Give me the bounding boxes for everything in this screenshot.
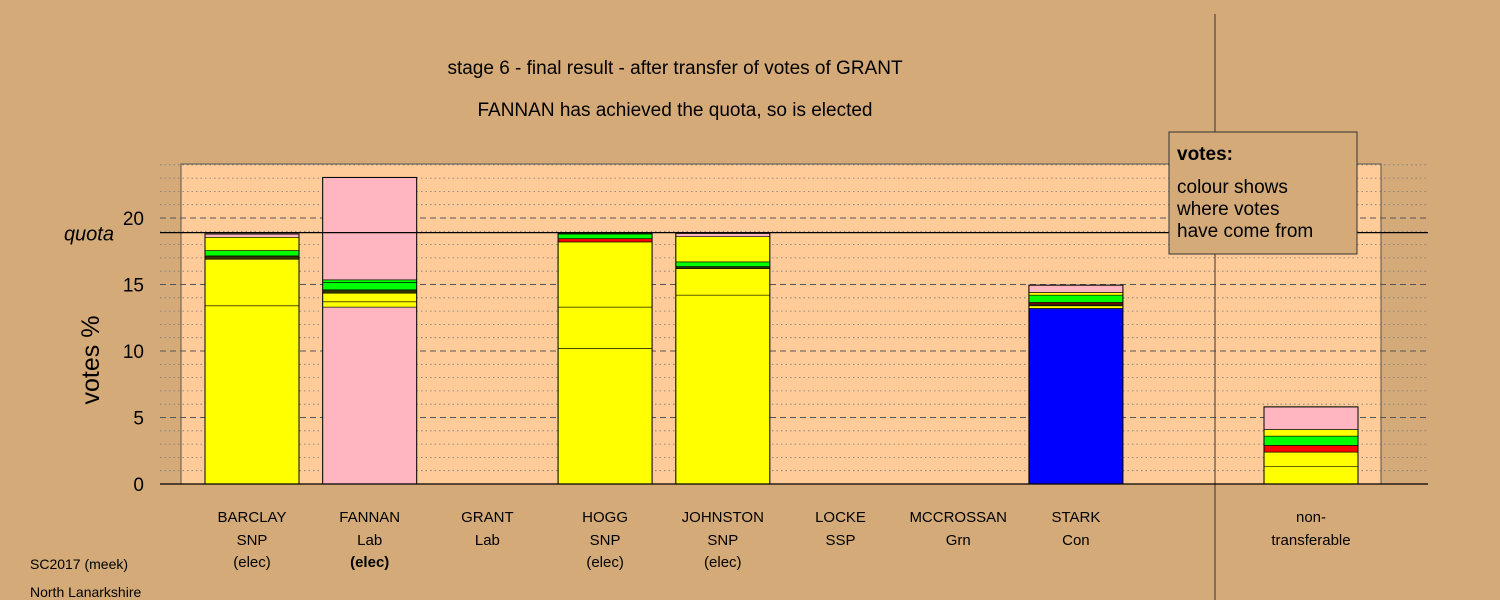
nontransferable-label: non-: [1296, 509, 1326, 526]
candidate-party: Lab: [357, 532, 382, 549]
bar-johnston-segment: [675, 261, 771, 267]
chart-title: stage 6 - final result - after transfer …: [447, 58, 903, 79]
footer-election: SC2017 (meek): [30, 556, 128, 572]
candidate-party: SNP: [237, 532, 268, 549]
chart-subtitle: FANNAN has achieved the quota, so is ele…: [477, 100, 872, 121]
bar-barclay-segment: [204, 250, 300, 257]
legend-line: have come from: [1177, 221, 1313, 242]
bar-nontransferable-segment: [1263, 429, 1359, 437]
y-tick-label: 10: [123, 342, 144, 363]
candidate-name: HOGG: [582, 509, 628, 526]
footer-council: North Lanarkshire: [30, 584, 141, 600]
bar-barclay-segment: [204, 258, 300, 307]
candidate-status: (elec): [586, 554, 624, 571]
bar-fannan-segment: [322, 282, 418, 291]
legend: votes: colour shows where votes have com…: [1168, 131, 1358, 255]
bar-nontransferable-segment: [1263, 451, 1359, 468]
candidate-party: SSP: [825, 532, 855, 549]
y-tick-label: 20: [123, 209, 144, 230]
bar-nontransferable-segment: [1263, 435, 1359, 446]
bar-fannan-segment: [322, 306, 418, 485]
bar-stark-segment: [1028, 294, 1124, 303]
bar-fannan-segment: [322, 289, 418, 294]
candidate-party: Lab: [475, 532, 500, 549]
bar-hogg-segment: [557, 238, 653, 243]
bar-johnston-segment: [675, 294, 771, 485]
bar-hogg-segment: [557, 233, 653, 239]
bars: [204, 176, 1359, 485]
candidate-name: MCCROSSAN: [909, 509, 1007, 526]
bar-barclay-segment: [204, 305, 300, 485]
bar-nontransferable-segment: [1263, 466, 1359, 485]
candidate-party: Grn: [946, 532, 971, 549]
y-axis-label: votes %: [77, 316, 105, 405]
bar-johnston-segment: [675, 236, 771, 263]
legend-title: votes:: [1177, 144, 1233, 165]
bar-fannan-segment: [322, 292, 418, 303]
quota-label: quota: [64, 224, 114, 246]
bar-fannan-segment: [322, 301, 418, 308]
bar-stark-segment: [1028, 284, 1124, 293]
y-axis: 0 5 10 15 20: [123, 209, 144, 496]
legend-line: where votes: [1176, 199, 1279, 220]
y-tick-label: 0: [133, 475, 144, 496]
nontransferable-label: transferable: [1271, 532, 1350, 549]
candidate-labels: BARCLAY SNP (elec) FANNAN Lab (elec) GRANT Lab H…: [218, 509, 1351, 571]
candidate-name: JOHNSTON: [682, 509, 764, 526]
candidate-status: (elec): [350, 554, 389, 571]
y-tick-label: 15: [123, 276, 144, 297]
legend-box: [1168, 131, 1358, 255]
bar-fannan-segment: [322, 279, 418, 283]
candidate-name: BARCLAY: [218, 509, 287, 526]
bar-stark-segment: [1028, 305, 1124, 309]
candidate-name: LOCKE: [815, 509, 866, 526]
bar-fannan-segment: [322, 177, 418, 281]
bar-hogg-segment: [557, 241, 653, 308]
legend-line: colour shows: [1177, 177, 1288, 198]
candidate-name: STARK: [1051, 509, 1100, 526]
candidate-status: (elec): [233, 554, 271, 571]
bar-johnston-segment: [675, 268, 771, 296]
candidate-status: (elec): [704, 554, 742, 571]
bar-stark-segment: [1028, 292, 1124, 296]
candidate-party: Con: [1062, 532, 1090, 549]
bar-hogg-segment: [557, 306, 653, 349]
bar-nontransferable-segment: [1263, 406, 1359, 430]
candidate-party: SNP: [707, 532, 738, 549]
bar-nontransferable-segment: [1263, 445, 1359, 453]
candidate-name: FANNAN: [339, 509, 400, 526]
bar-hogg-segment: [557, 348, 653, 485]
bar-barclay-segment: [204, 255, 300, 260]
candidate-party: SNP: [590, 532, 621, 549]
bar-barclay-segment: [204, 236, 300, 251]
y-tick-label: 5: [133, 409, 144, 430]
bar-stark-segment: [1028, 308, 1124, 485]
candidate-name: GRANT: [461, 509, 514, 526]
